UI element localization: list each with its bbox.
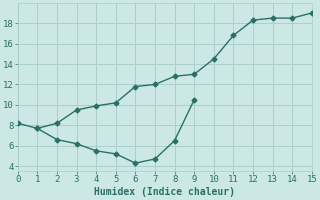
- X-axis label: Humidex (Indice chaleur): Humidex (Indice chaleur): [94, 187, 235, 197]
